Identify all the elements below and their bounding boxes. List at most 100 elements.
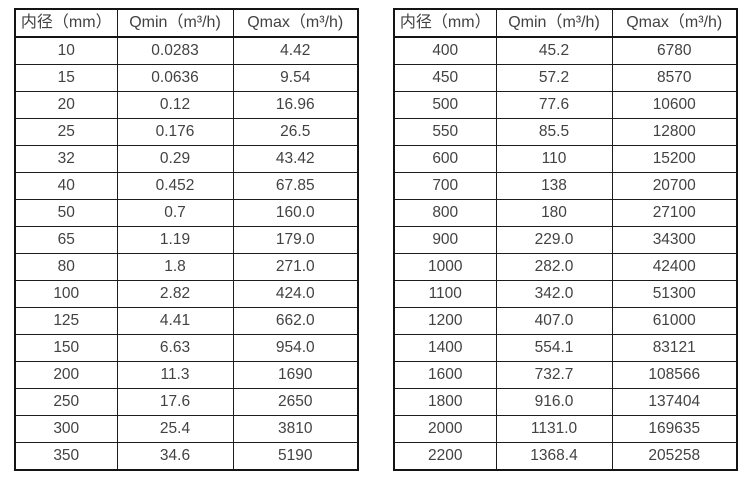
table-row: 1800 916.0 137404 — [393, 388, 738, 416]
table-cell: 800 — [393, 199, 497, 227]
table-cell: 20 — [14, 91, 118, 119]
table-cell: 5190 — [232, 442, 359, 471]
table-cell: 34300 — [611, 226, 738, 254]
table-cell: 65 — [14, 226, 118, 254]
table-cell: 80 — [14, 253, 118, 281]
table-cell: 15 — [14, 64, 118, 92]
table-cell: 83121 — [611, 334, 738, 362]
table-row: 1000 282.0 42400 — [393, 253, 738, 281]
table-cell: 43.42 — [232, 145, 359, 173]
column-header-2: Qmax（m³/h) — [611, 8, 738, 38]
table-cell: 34.6 — [116, 442, 234, 471]
column-header-0: 内径（mm） — [393, 8, 497, 38]
table-cell: 500 — [393, 91, 497, 119]
table-cell: 2650 — [232, 388, 359, 416]
table-row: 600 110 15200 — [393, 145, 738, 173]
table-cell: 4.42 — [232, 36, 359, 65]
table-cell: 554.1 — [495, 334, 613, 362]
table-cell: 110 — [495, 145, 613, 173]
table-row: 1600 732.7 108566 — [393, 361, 738, 389]
table-cell: 900 — [393, 226, 497, 254]
table-cell: 10 — [14, 36, 118, 65]
table-cell: 108566 — [611, 361, 738, 389]
table-cell: 550 — [393, 118, 497, 146]
table-row: 40 0.452 67.85 — [14, 172, 359, 200]
table-cell: 350 — [14, 442, 118, 471]
table-cell: 138 — [495, 172, 613, 200]
column-header-2: Qmax（m³/h) — [232, 8, 359, 38]
table-cell: 179.0 — [232, 226, 359, 254]
table-cell: 137404 — [611, 388, 738, 416]
table-cell: 1.8 — [116, 253, 234, 281]
table-cell: 1400 — [393, 334, 497, 362]
table-row: 300 25.4 3810 — [14, 415, 359, 443]
table-row: 80 1.8 271.0 — [14, 253, 359, 281]
table-cell: 169635 — [611, 415, 738, 443]
table-row: 350 34.6 5190 — [14, 442, 359, 471]
table-cell: 200 — [14, 361, 118, 389]
table-row: 125 4.41 662.0 — [14, 307, 359, 335]
table-cell: 600 — [393, 145, 497, 173]
table-cell: 42400 — [611, 253, 738, 281]
table-header-row: 内径（mm） Qmin（m³/h) Qmax（m³/h) — [393, 8, 738, 38]
table-cell: 662.0 — [232, 307, 359, 335]
table-row: 50 0.7 160.0 — [14, 199, 359, 227]
table-cell: 0.29 — [116, 145, 234, 173]
table-cell: 407.0 — [495, 307, 613, 335]
table-cell: 300 — [14, 415, 118, 443]
table-cell: 51300 — [611, 280, 738, 308]
table-cell: 3810 — [232, 415, 359, 443]
table-cell: 954.0 — [232, 334, 359, 362]
table-cell: 57.2 — [495, 64, 613, 92]
table-cell: 0.176 — [116, 118, 234, 146]
table-cell: 0.452 — [116, 172, 234, 200]
table-cell: 8570 — [611, 64, 738, 92]
table-cell: 400 — [393, 36, 497, 65]
spec-table-large-diameters: 内径（mm） Qmin（m³/h) Qmax（m³/h) 400 45.2 6780 45… — [393, 8, 738, 471]
table-row: 700 138 20700 — [393, 172, 738, 200]
table-cell: 0.12 — [116, 91, 234, 119]
table-row: 400 45.2 6780 — [393, 36, 738, 65]
table-cell: 205258 — [611, 442, 738, 471]
table-row: 150 6.63 954.0 — [14, 334, 359, 362]
table-cell: 27100 — [611, 199, 738, 227]
table-cell: 732.7 — [495, 361, 613, 389]
table-cell: 1368.4 — [495, 442, 613, 471]
table-cell: 4.41 — [116, 307, 234, 335]
table-cell: 1000 — [393, 253, 497, 281]
table-cell: 0.0283 — [116, 36, 234, 65]
table-cell: 2000 — [393, 415, 497, 443]
table-cell: 16.96 — [232, 91, 359, 119]
table-row: 250 17.6 2650 — [14, 388, 359, 416]
table-cell: 61000 — [611, 307, 738, 335]
table-row: 25 0.176 26.5 — [14, 118, 359, 146]
table-cell: 125 — [14, 307, 118, 335]
table-cell: 12800 — [611, 118, 738, 146]
table-cell: 77.6 — [495, 91, 613, 119]
table-cell: 25.4 — [116, 415, 234, 443]
table-row: 2200 1368.4 205258 — [393, 442, 738, 471]
table-cell: 1800 — [393, 388, 497, 416]
table-cell: 1100 — [393, 280, 497, 308]
table-cell: 282.0 — [495, 253, 613, 281]
table-row: 500 77.6 10600 — [393, 91, 738, 119]
table-row: 65 1.19 179.0 — [14, 226, 359, 254]
table-cell: 150 — [14, 334, 118, 362]
table-cell: 2.82 — [116, 280, 234, 308]
table-cell: 50 — [14, 199, 118, 227]
table-cell: 424.0 — [232, 280, 359, 308]
table-row: 1400 554.1 83121 — [393, 334, 738, 362]
table-row: 15 0.0636 9.54 — [14, 64, 359, 92]
table-row: 32 0.29 43.42 — [14, 145, 359, 173]
table-cell: 1131.0 — [495, 415, 613, 443]
table-cell: 229.0 — [495, 226, 613, 254]
table-cell: 10600 — [611, 91, 738, 119]
table-cell: 67.85 — [232, 172, 359, 200]
table-cell: 0.0636 — [116, 64, 234, 92]
table-row: 1100 342.0 51300 — [393, 280, 738, 308]
table-cell: 11.3 — [116, 361, 234, 389]
table-cell: 0.7 — [116, 199, 234, 227]
table-cell: 20700 — [611, 172, 738, 200]
table-row: 200 11.3 1690 — [14, 361, 359, 389]
table-row: 900 229.0 34300 — [393, 226, 738, 254]
